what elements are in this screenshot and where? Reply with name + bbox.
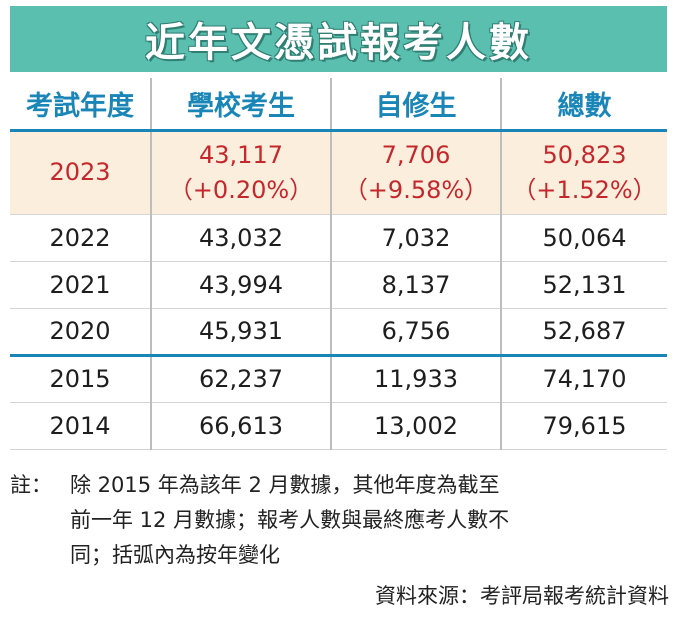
private-value: 7,706 [381,140,451,169]
title-banner: 近年文憑試報考人數 [10,6,667,72]
table-row-2023: 2023 43,117 （+0.20%） 7,706 （+9.58%） 50,8… [10,130,667,215]
private-cell: 11,933 [330,355,501,403]
year-cell: 2022 [10,214,151,262]
table-row-2020: 2020 45,931 6,756 52,687 [10,308,667,357]
table-title: 近年文憑試報考人數 [145,20,532,66]
year-cell: 2023 [10,130,151,215]
school-value: 43,117 [199,140,283,169]
year-cell: 2015 [10,355,151,403]
private-cell: 7,032 [330,214,501,262]
table-row-2015: 2015 62,237 11,933 74,170 [10,355,667,403]
table-row-2021: 2021 43,994 8,137 52,131 [10,261,667,309]
private-cell: 8,137 [330,261,501,309]
year-cell: 2020 [10,308,151,357]
total-cell: 74,170 [500,355,667,403]
footnote-line: 前一年 12 月數據；報考人數與最終應考人數不 [70,508,510,532]
footnote-line: 除 2015 年為該年 2 月數據，其他年度為截至 [70,473,500,497]
exam-candidates-table: 考試年度 學校考生 自修生 總數 2023 43,117 （+0.20%） 7,… [10,78,667,450]
header-year: 考試年度 [10,78,151,132]
total-cell: 50,064 [500,214,667,262]
footnote-line: 同；括弧內為按年變化 [70,543,280,567]
school-cell: 43,032 [150,214,331,262]
school-cell: 43,994 [150,261,331,309]
header-school-candidates: 學校考生 [150,78,331,132]
table-row-2014: 2014 66,613 13,002 79,615 [10,402,667,450]
school-cell: 62,237 [150,355,331,403]
private-cell: 13,002 [330,402,501,450]
header-total: 總數 [500,78,667,132]
school-change: （+0.20%） [168,175,314,204]
year-cell: 2021 [10,261,151,309]
total-cell: 50,823 （+1.52%） [500,130,667,215]
total-cell: 52,131 [500,261,667,309]
private-cell: 6,756 [330,308,501,357]
footnote-text: 除 2015 年為該年 2 月數據，其他年度為截至 前一年 12 月數據；報考人… [70,468,670,573]
total-cell: 52,687 [500,308,667,357]
total-change: （+1.52%） [512,175,657,204]
header-private-candidates: 自修生 [330,78,501,132]
footnote: 註： 除 2015 年為該年 2 月數據，其他年度為截至 前一年 12 月數據；… [10,468,670,573]
year-cell: 2014 [10,402,151,450]
header-row: 考試年度 學校考生 自修生 總數 [10,78,667,132]
school-cell: 43,117 （+0.20%） [150,130,331,215]
data-source: 資料來源：考評局報考統計資料 [375,584,669,608]
school-cell: 45,931 [150,308,331,357]
total-value: 50,823 [542,140,627,169]
total-cell: 79,615 [500,402,667,450]
private-change: （+9.58%） [343,175,489,204]
table-row-2022: 2022 43,032 7,032 50,064 [10,214,667,262]
school-cell: 66,613 [150,402,331,450]
private-cell: 7,706 （+9.58%） [330,130,501,215]
footnote-label: 註： [10,473,52,497]
